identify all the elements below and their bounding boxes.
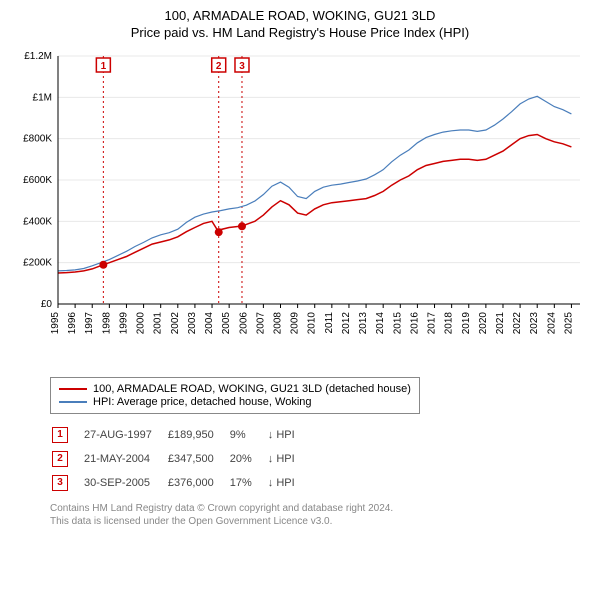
svg-text:2014: 2014 (375, 312, 386, 335)
svg-text:2019: 2019 (461, 312, 472, 335)
footnote-line2: This data is licensed under the Open Gov… (50, 515, 590, 528)
event-pct: 20% (230, 448, 266, 470)
svg-text:2021: 2021 (495, 312, 506, 335)
event-date: 21-MAY-2004 (84, 448, 166, 470)
svg-text:£0: £0 (41, 299, 53, 310)
svg-text:2020: 2020 (478, 312, 489, 335)
svg-text:2012: 2012 (341, 312, 352, 335)
svg-text:2023: 2023 (529, 312, 540, 335)
svg-text:£200K: £200K (23, 258, 52, 269)
event-date: 27-AUG-1997 (84, 424, 166, 446)
event-number-box: 1 (52, 427, 68, 443)
event-row: 1 27-AUG-1997£189,9509%↓ HPI (52, 424, 309, 446)
svg-text:2001: 2001 (153, 312, 164, 335)
events-table: 127-AUG-1997£189,9509%↓ HPI221-MAY-2004£… (50, 422, 311, 496)
svg-text:2013: 2013 (358, 312, 369, 335)
legend-row: 100, ARMADALE ROAD, WOKING, GU21 3LD (de… (59, 383, 411, 395)
event-num-cell: 1 (52, 424, 82, 446)
svg-text:1997: 1997 (84, 312, 95, 335)
svg-text:£1.2M: £1.2M (24, 51, 52, 62)
svg-text:2018: 2018 (444, 312, 455, 335)
svg-text:2006: 2006 (238, 312, 249, 335)
chart: £0 £200K £400K £600K £800K £1M £1.2M 1995 1996 19… (10, 46, 590, 371)
svg-text:2010: 2010 (307, 312, 318, 335)
event-row: 2 21-MAY-2004£347,50020%↓ HPI (52, 448, 309, 470)
svg-text:£1M: £1M (33, 92, 52, 103)
chart-container: 100, ARMADALE ROAD, WOKING, GU21 3LD Pri… (0, 0, 600, 538)
title-block: 100, ARMADALE ROAD, WOKING, GU21 3LD Pri… (10, 8, 590, 40)
title-subtitle: Price paid vs. HM Land Registry's House … (10, 25, 590, 40)
footnote-line1: Contains HM Land Registry data © Crown c… (50, 502, 590, 515)
svg-text:2017: 2017 (427, 312, 438, 335)
legend-swatch (59, 388, 87, 390)
event-price: £347,500 (168, 448, 228, 470)
event-price: £376,000 (168, 472, 228, 494)
svg-text:2022: 2022 (512, 312, 523, 335)
chart-svg: £0 £200K £400K £600K £800K £1M £1.2M 1995 1996 19… (10, 46, 590, 366)
legend: 100, ARMADALE ROAD, WOKING, GU21 3LD (de… (50, 377, 420, 414)
event-num-cell: 3 (52, 472, 82, 494)
legend-label: HPI: Average price, detached house, Woki… (93, 396, 312, 408)
svg-text:2002: 2002 (170, 312, 181, 335)
event-price: £189,950 (168, 424, 228, 446)
event-number-box: 2 (52, 451, 68, 467)
svg-text:£800K: £800K (23, 134, 52, 145)
event-number-box: 3 (52, 475, 68, 491)
legend-row: HPI: Average price, detached house, Woki… (59, 396, 411, 408)
event-pct: 17% (230, 472, 266, 494)
svg-text:2003: 2003 (187, 312, 198, 335)
svg-text:2008: 2008 (272, 312, 283, 335)
svg-text:2011: 2011 (324, 312, 335, 334)
title-address: 100, ARMADALE ROAD, WOKING, GU21 3LD (10, 8, 590, 23)
svg-text:3: 3 (239, 61, 245, 72)
event-ref: ↓ HPI (268, 448, 309, 470)
event-pct: 9% (230, 424, 266, 446)
svg-text:£400K: £400K (23, 216, 52, 227)
svg-text:1: 1 (101, 61, 107, 72)
footnote: Contains HM Land Registry data © Crown c… (50, 502, 590, 528)
svg-text:2025: 2025 (563, 312, 574, 335)
event-row: 3 30-SEP-2005£376,00017%↓ HPI (52, 472, 309, 494)
svg-text:2004: 2004 (204, 312, 215, 335)
event-ref: ↓ HPI (268, 424, 309, 446)
event-num-cell: 2 (52, 448, 82, 470)
svg-text:2: 2 (216, 61, 222, 72)
svg-text:1996: 1996 (67, 312, 78, 335)
event-ref: ↓ HPI (268, 472, 309, 494)
svg-text:1998: 1998 (101, 312, 112, 335)
event-date: 30-SEP-2005 (84, 472, 166, 494)
svg-text:2016: 2016 (409, 312, 420, 335)
svg-text:2005: 2005 (221, 312, 232, 335)
svg-text:2000: 2000 (136, 312, 147, 335)
svg-text:2024: 2024 (546, 312, 557, 335)
svg-text:2009: 2009 (290, 312, 301, 335)
svg-text:2007: 2007 (255, 312, 266, 335)
svg-text:£600K: £600K (23, 175, 52, 186)
svg-text:2015: 2015 (392, 312, 403, 335)
svg-text:1999: 1999 (118, 312, 129, 335)
legend-swatch (59, 401, 87, 403)
legend-label: 100, ARMADALE ROAD, WOKING, GU21 3LD (de… (93, 383, 411, 395)
svg-text:1995: 1995 (50, 312, 61, 335)
